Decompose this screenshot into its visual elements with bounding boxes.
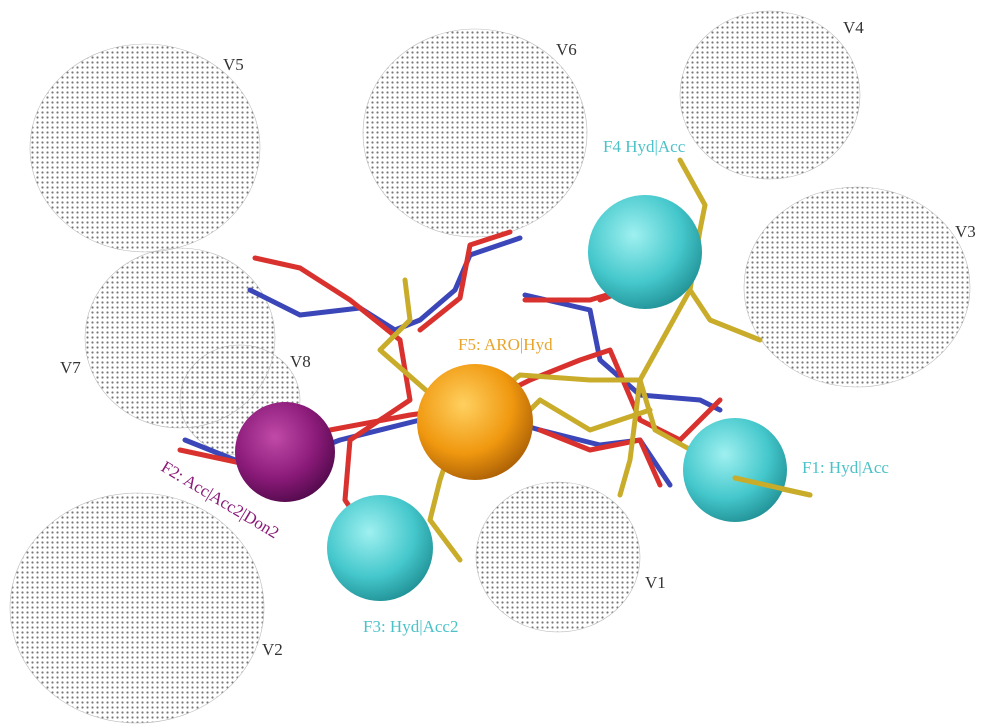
feature-label: F1: Hyd|Acc bbox=[802, 458, 889, 477]
volume-label: V3 bbox=[955, 222, 976, 241]
ligand-stick bbox=[250, 238, 520, 330]
volume-label: V2 bbox=[262, 640, 283, 659]
feature-label: F4 Hyd|Acc bbox=[603, 137, 686, 156]
feature-sphere bbox=[327, 495, 433, 601]
volume-sphere bbox=[85, 248, 275, 428]
feature-sphere bbox=[588, 195, 702, 309]
volume-label: V7 bbox=[60, 358, 81, 377]
feature-label: F3: Hyd|Acc2 bbox=[363, 617, 458, 636]
volume-sphere bbox=[476, 482, 640, 632]
volume-sphere bbox=[363, 29, 587, 237]
volume-label: V4 bbox=[843, 18, 864, 37]
ligand-stick bbox=[540, 430, 660, 485]
volume-sphere bbox=[30, 44, 260, 252]
volume-sphere bbox=[680, 11, 860, 179]
feature-label: F5: ARO|Hyd bbox=[458, 335, 553, 354]
volume-label: V6 bbox=[556, 40, 577, 59]
ligand-stick bbox=[525, 295, 720, 410]
volume-label: V8 bbox=[290, 352, 311, 371]
feature-sphere bbox=[683, 418, 787, 522]
volume-sphere bbox=[744, 187, 970, 387]
pharmacophore: V1 V2 V3 V4 V5 V6 V7 V8 F1: Hyd|Acc F2: … bbox=[0, 0, 981, 725]
volume-label: V5 bbox=[223, 55, 244, 74]
volume-sphere bbox=[10, 493, 264, 723]
volume-label: V1 bbox=[645, 573, 666, 592]
feature-sphere bbox=[235, 402, 335, 502]
feature-sphere bbox=[417, 364, 533, 480]
